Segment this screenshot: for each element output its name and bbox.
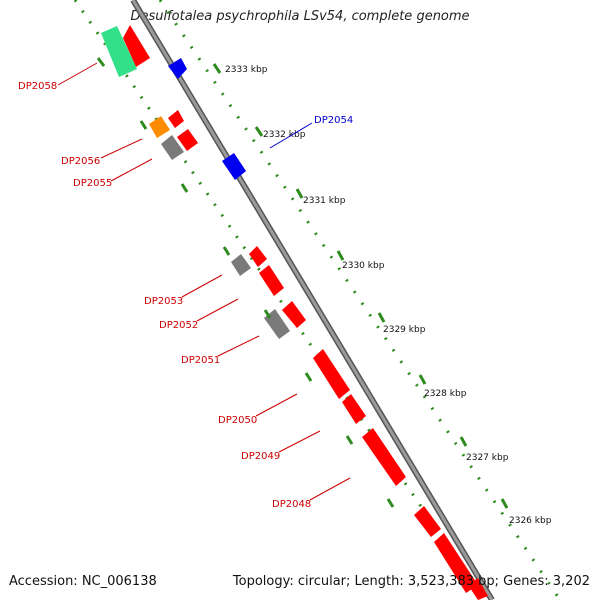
gene-label[interactable]: DP2053 bbox=[144, 274, 223, 307]
svg-text:DP2051: DP2051 bbox=[181, 355, 220, 366]
gene-feature bbox=[231, 254, 251, 276]
genome-backbone bbox=[130, 0, 495, 600]
svg-text:2329 kbp: 2329 kbp bbox=[383, 325, 426, 335]
inner-ticks bbox=[96, 57, 395, 508]
gene-feature bbox=[249, 246, 267, 267]
gene-label[interactable]: DP2056 bbox=[61, 138, 143, 167]
gene-feature bbox=[177, 129, 198, 151]
gene-feature bbox=[414, 506, 441, 537]
svg-text:2326 kbp: 2326 kbp bbox=[509, 516, 552, 526]
gene-label[interactable]: DP2048 bbox=[272, 477, 351, 510]
gene-feature bbox=[342, 394, 366, 424]
scale-tick: 2329 kbp bbox=[377, 312, 426, 335]
svg-text:2331 kbp: 2331 kbp bbox=[303, 196, 346, 206]
svg-text:DP2055: DP2055 bbox=[73, 178, 112, 189]
accession-text: Accession: NC_006138 bbox=[9, 574, 157, 589]
scale-tick: 2333 kbp bbox=[212, 63, 268, 75]
map-title: Desulfotalea psychrophila LSv54, complet… bbox=[130, 9, 470, 24]
gene-feature bbox=[434, 533, 478, 593]
genome-summary-text: Topology: circular; Length: 3,523,383 bp… bbox=[232, 574, 590, 589]
scale-tick: 2332 kbp bbox=[254, 126, 306, 140]
gene-feature bbox=[123, 25, 150, 67]
gene-feature bbox=[362, 428, 406, 486]
gene-label[interactable]: DP2051 bbox=[181, 335, 260, 366]
svg-text:2333 kbp: 2333 kbp bbox=[225, 65, 268, 75]
gene-feature bbox=[313, 349, 350, 399]
svg-text:DP2054: DP2054 bbox=[314, 115, 353, 126]
svg-text:DP2050: DP2050 bbox=[218, 415, 257, 426]
gene-feature bbox=[161, 135, 184, 160]
gene-feature bbox=[101, 26, 137, 77]
svg-text:DP2052: DP2052 bbox=[159, 320, 198, 331]
gene-feature bbox=[168, 58, 187, 79]
svg-text:DP2048: DP2048 bbox=[272, 499, 311, 510]
svg-text:DP2058: DP2058 bbox=[18, 81, 57, 92]
scale-tick: 2326 kbp bbox=[500, 498, 552, 526]
gene-label[interactable]: DP2055 bbox=[73, 158, 153, 189]
svg-text:2327 kbp: 2327 kbp bbox=[466, 453, 509, 463]
gene-label[interactable]: DP2050 bbox=[218, 393, 298, 426]
svg-text:2332 kbp: 2332 kbp bbox=[263, 130, 306, 140]
scale-tick: 2330 kbp bbox=[336, 250, 385, 271]
svg-text:DP2053: DP2053 bbox=[144, 296, 183, 307]
gene-feature bbox=[149, 116, 170, 138]
svg-text:2328 kbp: 2328 kbp bbox=[424, 389, 467, 399]
gene-label[interactable]: DP2049 bbox=[241, 430, 321, 462]
gene-label[interactable]: DP2052 bbox=[159, 298, 239, 331]
gene-feature bbox=[259, 265, 284, 296]
gene-feature bbox=[222, 153, 246, 180]
gene-feature bbox=[468, 578, 488, 600]
scale-tick: 2331 kbp bbox=[295, 188, 346, 206]
gene-label[interactable]: DP2058 bbox=[18, 62, 98, 92]
scale-tick: 2327 kbp bbox=[459, 436, 509, 463]
gene-feature bbox=[282, 301, 306, 328]
svg-text:2330 kbp: 2330 kbp bbox=[342, 261, 385, 271]
gc-track-outer bbox=[158, 0, 562, 600]
gene-label[interactable]: DP2054 bbox=[269, 115, 353, 149]
svg-text:DP2056: DP2056 bbox=[61, 156, 100, 167]
scale-tick: 2328 kbp bbox=[418, 374, 467, 399]
svg-text:DP2049: DP2049 bbox=[241, 451, 280, 462]
gene-feature bbox=[168, 110, 184, 128]
